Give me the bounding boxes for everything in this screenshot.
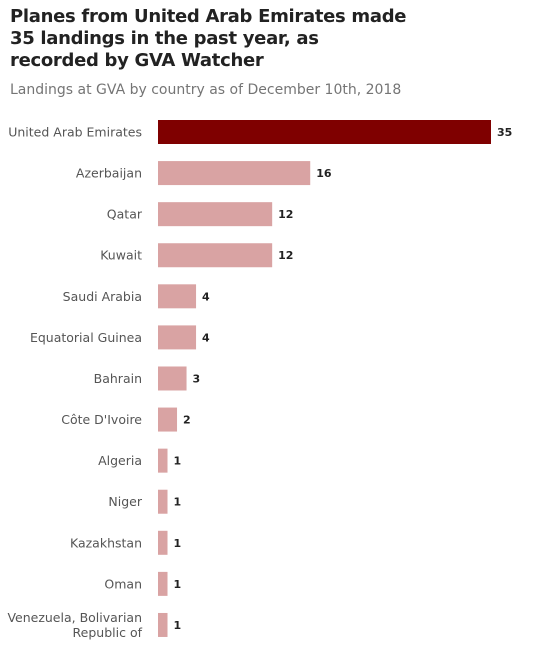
bar <box>158 120 491 144</box>
chart-subtitle: Landings at GVA by country as of Decembe… <box>10 82 402 98</box>
bar <box>158 407 178 432</box>
bar <box>158 366 187 391</box>
chart-title: Planes from United Arab Emirates made 35… <box>10 6 407 71</box>
category-label: Republic of <box>73 625 143 640</box>
value-label: 3 <box>193 372 201 385</box>
category-label: Kazakhstan <box>70 535 142 550</box>
category-label: Algeria <box>98 453 142 468</box>
value-label: 1 <box>174 578 182 591</box>
value-label: 12 <box>278 249 293 262</box>
value-label: 4 <box>202 290 210 303</box>
value-label: 1 <box>174 537 182 550</box>
bar <box>158 243 273 268</box>
value-label: 1 <box>174 455 182 468</box>
category-label: United Arab Emirates <box>8 125 142 140</box>
bar <box>158 530 168 555</box>
category-label: Kuwait <box>100 248 142 263</box>
value-label: 4 <box>202 331 210 344</box>
category-label: Equatorial Guinea <box>30 330 142 345</box>
bar <box>158 489 168 514</box>
category-label: Niger <box>108 494 142 509</box>
category-label: Saudi Arabia <box>63 289 142 304</box>
value-label: 1 <box>174 496 182 509</box>
bar <box>158 448 168 473</box>
value-label: 12 <box>278 208 293 221</box>
bar <box>158 325 197 350</box>
bar <box>158 612 168 637</box>
bar <box>158 202 273 227</box>
category-label: Azerbaijan <box>76 166 142 181</box>
bar <box>158 161 311 186</box>
category-label: Côte D'Ivoire <box>61 412 142 427</box>
category-label: Venezuela, Bolivarian <box>7 610 142 625</box>
value-label: 35 <box>497 126 512 139</box>
value-label: 1 <box>174 619 182 632</box>
category-label: Oman <box>104 576 142 591</box>
category-label: Qatar <box>107 207 143 222</box>
category-label: Bahrain <box>94 371 142 386</box>
bar <box>158 571 168 596</box>
bar <box>158 284 197 309</box>
value-label: 2 <box>183 414 191 427</box>
value-label: 16 <box>316 167 332 180</box>
